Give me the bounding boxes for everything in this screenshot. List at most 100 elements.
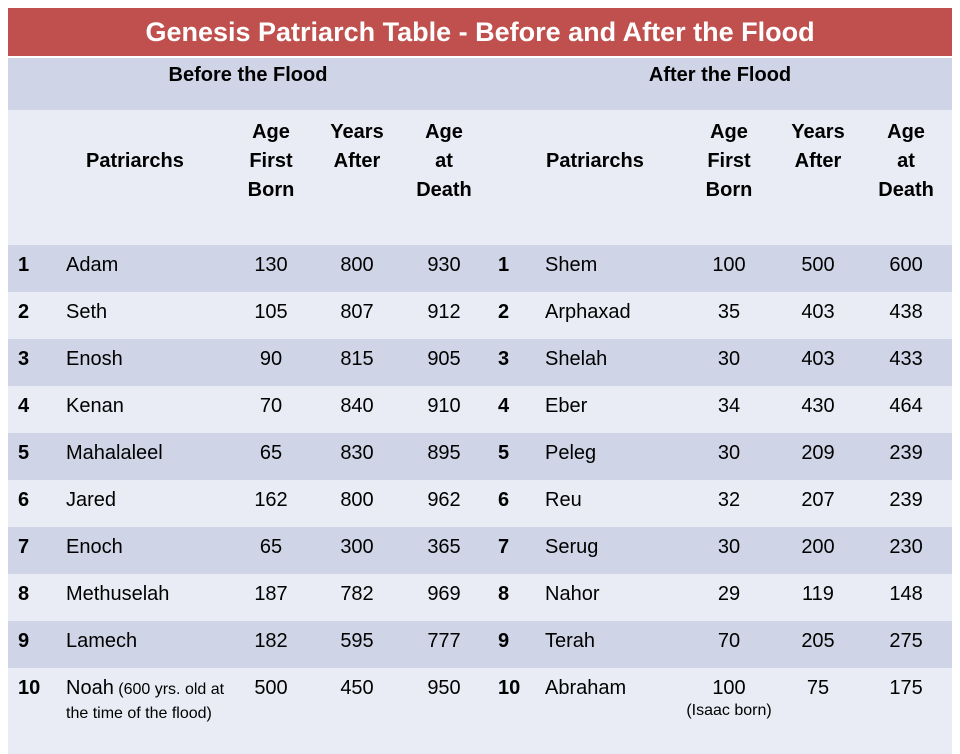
age-at-death: 905 xyxy=(400,339,488,386)
age-first-born-text: 70 xyxy=(717,630,741,652)
patriarch-name: Shem xyxy=(542,245,682,292)
years-after-text: 800 xyxy=(340,489,374,511)
age-at-death-text: 175 xyxy=(889,677,923,699)
age-first-born-text: 130 xyxy=(254,254,288,276)
row-number-text: 3 xyxy=(498,348,510,370)
patriarch-name-text: Terah xyxy=(545,630,596,652)
row-number-text: 7 xyxy=(18,536,30,558)
years-after: 403 xyxy=(776,339,860,386)
row-number: 1 xyxy=(8,245,62,292)
patriarch-name: Shelah xyxy=(542,339,682,386)
row-number: 9 xyxy=(488,621,542,668)
row-number: 6 xyxy=(488,480,542,527)
age-at-death-text: 950 xyxy=(427,677,461,699)
age-first-born: 70 xyxy=(682,621,776,668)
after-flood-heading: After the Flood xyxy=(488,57,953,110)
years-after: 207 xyxy=(776,480,860,527)
age-first-born-text: 100 xyxy=(712,677,746,699)
age-at-death-text: 600 xyxy=(889,254,923,276)
row-number-text: 6 xyxy=(18,489,30,511)
age-first-born: 34 xyxy=(682,386,776,433)
patriarch-name: Abraham xyxy=(542,668,682,754)
age-first-born: 32 xyxy=(682,480,776,527)
row-number: 2 xyxy=(488,292,542,339)
age-first-born: 30 xyxy=(682,339,776,386)
years-after: 119 xyxy=(776,574,860,621)
col-header-line: First xyxy=(249,150,293,172)
age-first-born: 65 xyxy=(228,433,314,480)
patriarch-name-text: Serug xyxy=(545,536,599,558)
row-number-text: 10 xyxy=(18,677,41,699)
col-header-line: at xyxy=(897,150,915,172)
age-first-born-text: 35 xyxy=(717,301,741,323)
patriarch-name-text: Adam xyxy=(66,254,119,276)
row-number-text: 8 xyxy=(498,583,510,605)
col-header-line: Age xyxy=(710,121,748,143)
years-after: 209 xyxy=(776,433,860,480)
row-number: 4 xyxy=(8,386,62,433)
age-first-born-text: 100 xyxy=(712,254,746,276)
age-at-death: 912 xyxy=(400,292,488,339)
patriarch-name: Mahalaleel xyxy=(62,433,228,480)
table-row: 10 Noah (600 yrs. old at the time of the … xyxy=(8,668,953,754)
years-after: 800 xyxy=(314,480,400,527)
years-after: 595 xyxy=(314,621,400,668)
col-header-line: After xyxy=(794,150,842,172)
age-first-born: 35 xyxy=(682,292,776,339)
patriarch-name: Noah (600 yrs. old at the time of the fl… xyxy=(62,668,228,754)
col-header-line: Born xyxy=(705,179,753,201)
col-patriarchs-after: Patriarchs xyxy=(542,110,682,245)
age-at-death-text: 962 xyxy=(427,489,461,511)
patriarch-name-text: Arphaxad xyxy=(545,301,631,323)
col-years-after-before: Years After xyxy=(314,110,400,245)
years-after-text: 782 xyxy=(340,583,374,605)
years-after: 807 xyxy=(314,292,400,339)
years-after: 75 xyxy=(776,668,860,754)
table-row: 1 Adam 130 800 930 1 Shem 100 500 600 xyxy=(8,245,953,292)
age-at-death-text: 777 xyxy=(427,630,461,652)
age-at-death: 239 xyxy=(860,433,953,480)
years-after: 450 xyxy=(314,668,400,754)
age-at-death: 464 xyxy=(860,386,953,433)
age-at-death: 910 xyxy=(400,386,488,433)
age-at-death-text: 438 xyxy=(889,301,923,323)
age-first-born-text: 187 xyxy=(254,583,288,605)
age-first-born: 500 xyxy=(228,668,314,754)
patriarch-name-text: Eber xyxy=(545,395,588,417)
age-at-death-text: 433 xyxy=(889,348,923,370)
patriarch-name-text: Shelah xyxy=(545,348,608,370)
patriarch-name-text: Methuselah xyxy=(66,583,170,605)
age-at-death: 962 xyxy=(400,480,488,527)
patriarch-name-text: Mahalaleel xyxy=(66,442,163,464)
patriarch-name-text: Reu xyxy=(545,489,582,511)
table-row: 5 Mahalaleel 65 830 895 5 Peleg 30 209 239 xyxy=(8,433,953,480)
col-age-first-born-after: Age First Born xyxy=(682,110,776,245)
age-first-born: 30 xyxy=(682,527,776,574)
table-row: 8 Methuselah 187 782 969 8 Nahor 29 119 148 xyxy=(8,574,953,621)
patriarch-name: Lamech xyxy=(62,621,228,668)
col-header-line: Age xyxy=(425,121,463,143)
col-age-at-death-after: Age at Death xyxy=(860,110,953,245)
years-after-text: 807 xyxy=(340,301,374,323)
age-first-born: 29 xyxy=(682,574,776,621)
age-at-death-text: 969 xyxy=(427,583,461,605)
age-at-death-text: 910 xyxy=(427,395,461,417)
years-after: 782 xyxy=(314,574,400,621)
patriarch-name: Eber xyxy=(542,386,682,433)
col-header-line: Born xyxy=(247,179,295,201)
age-at-death: 148 xyxy=(860,574,953,621)
age-first-born-text: 29 xyxy=(717,583,741,605)
years-after: 200 xyxy=(776,527,860,574)
row-number-text: 9 xyxy=(18,630,30,652)
patriarch-name: Nahor xyxy=(542,574,682,621)
before-flood-heading: Before the Flood xyxy=(8,57,488,110)
age-at-death: 365 xyxy=(400,527,488,574)
col-header-line: Age xyxy=(887,121,925,143)
table-row: 2 Seth 105 807 912 2 Arphaxad 35 403 438 xyxy=(8,292,953,339)
col-header-line: Age xyxy=(252,121,290,143)
age-at-death-text: 930 xyxy=(427,254,461,276)
age-at-death-text: 148 xyxy=(889,583,923,605)
patriarch-name-text: Noah xyxy=(66,677,114,699)
years-after-text: 595 xyxy=(340,630,374,652)
row-number-text: 10 xyxy=(498,677,521,699)
